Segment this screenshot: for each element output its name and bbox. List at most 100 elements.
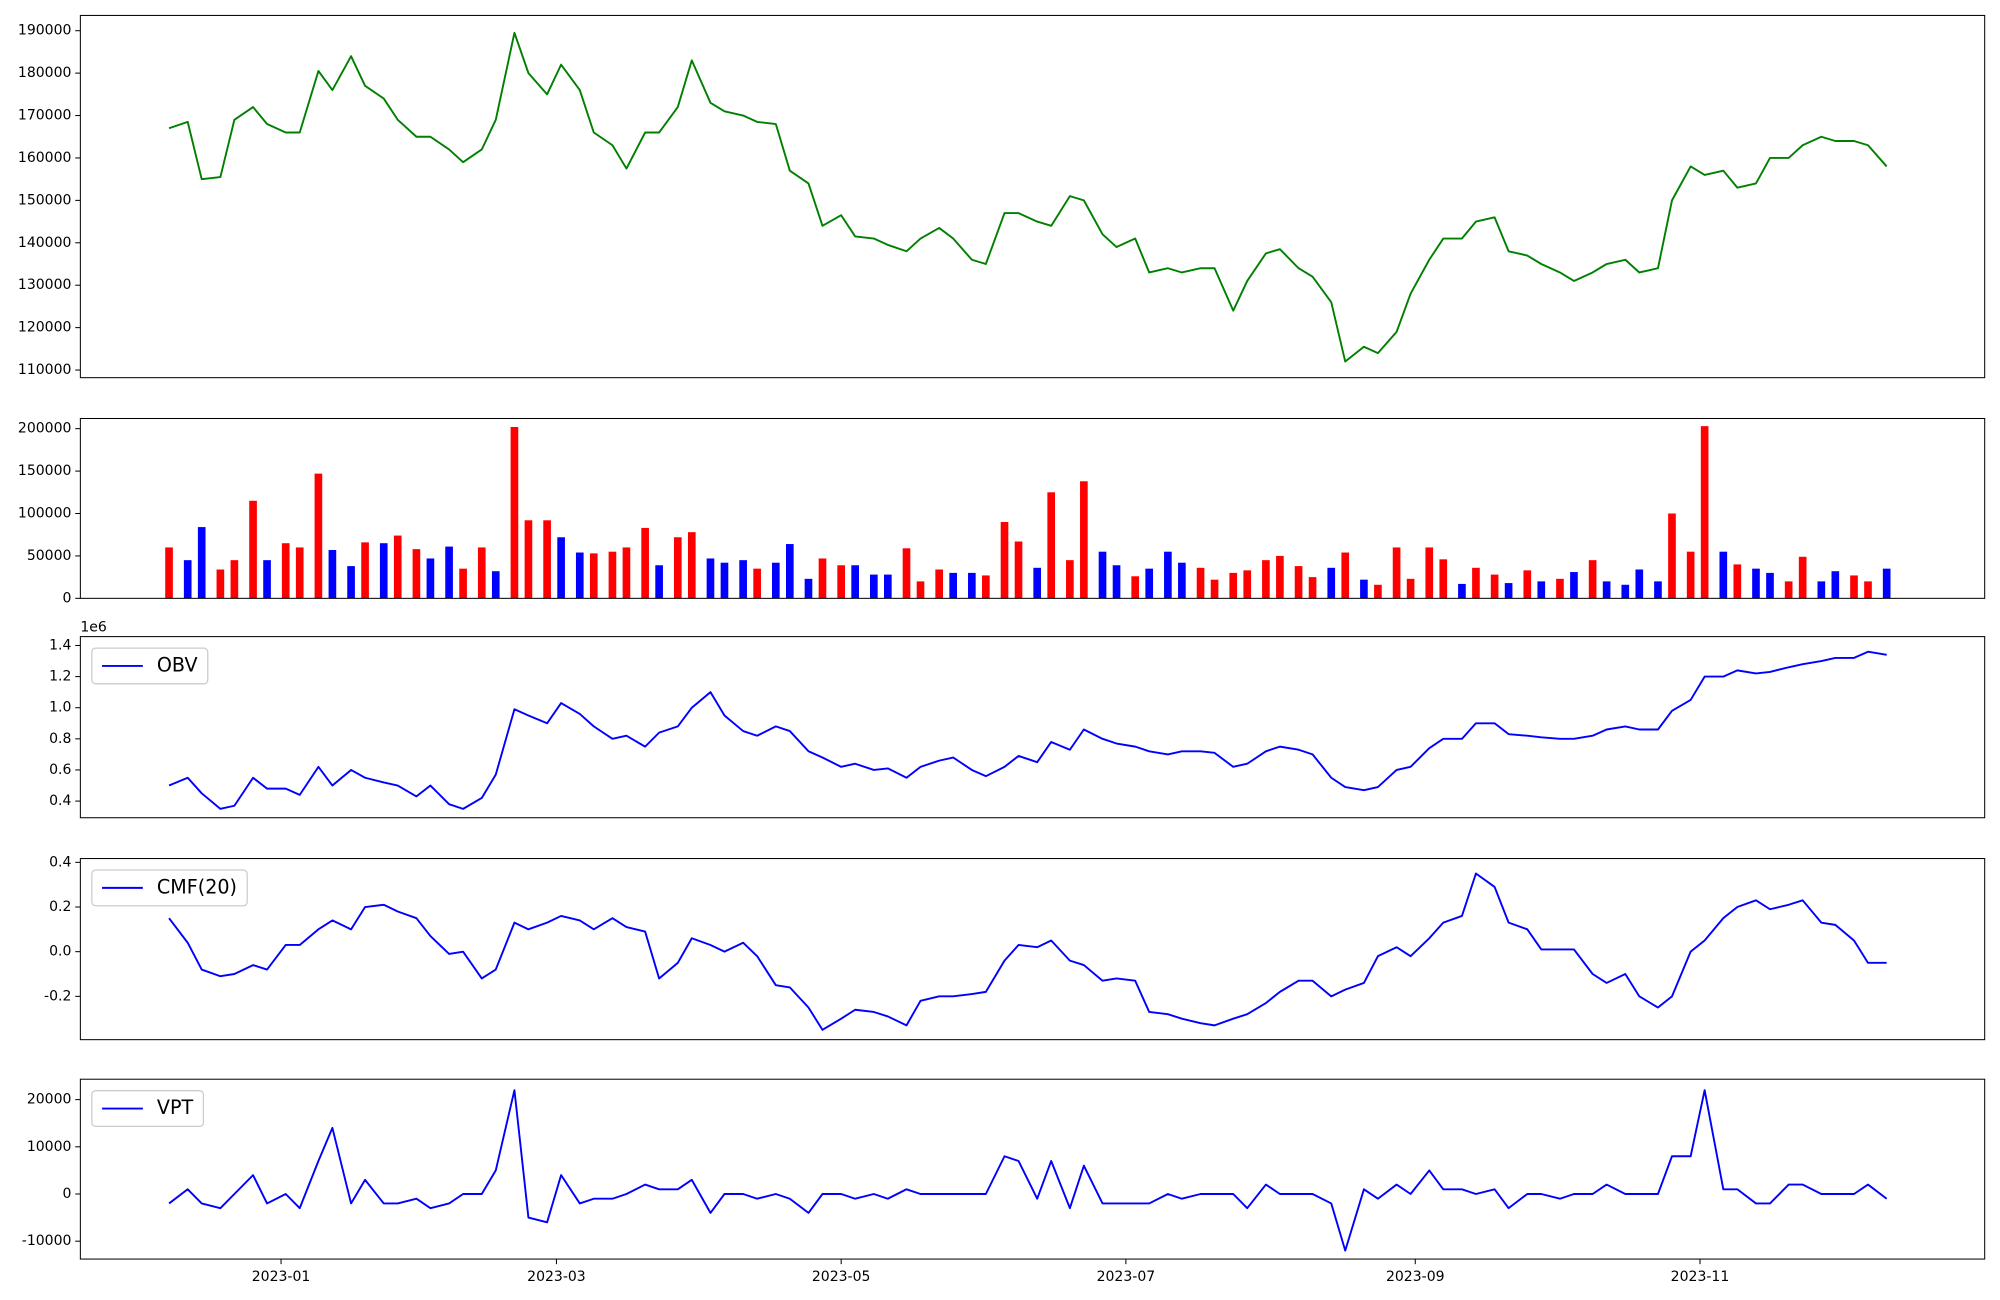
volume-bar [837, 565, 845, 599]
x-tick-label: 2023-03 [527, 1269, 586, 1285]
volume-bar [818, 558, 827, 599]
y-tick-label: 0.0 [49, 944, 71, 960]
y-tick-label: 10000 [27, 1139, 72, 1155]
legend-label: OBV [157, 653, 198, 676]
volume-bar [575, 552, 584, 599]
volume-bar [1425, 547, 1434, 599]
volume-bar [263, 560, 271, 599]
volume-bar [1000, 521, 1009, 599]
y-tick-label: 100000 [18, 506, 72, 522]
volume-bar [524, 520, 533, 599]
volume-bar [379, 543, 388, 599]
y-tick-label: 1.4 [49, 637, 71, 653]
volume-bar [1262, 560, 1270, 599]
volume-bar [739, 560, 747, 599]
volume-bar [216, 569, 225, 599]
volume-bar [804, 578, 813, 599]
axes-frame [79, 417, 1986, 599]
volume-bar [1360, 579, 1368, 599]
volume-bar [870, 574, 878, 599]
volume-bar [1668, 513, 1676, 599]
volume-bar [1327, 567, 1336, 599]
series-line [168, 650, 1887, 810]
volume-bar [412, 549, 421, 599]
volume-bar [1784, 581, 1793, 599]
volume-bar [249, 500, 257, 599]
volume-bar [1033, 567, 1042, 599]
volume-bar [851, 565, 859, 599]
volume-bar [165, 547, 173, 599]
volume-bar [673, 537, 682, 599]
legend-box [91, 1090, 205, 1128]
volume-bar [982, 575, 990, 599]
volume-bar [197, 527, 206, 599]
volume-bar [1621, 584, 1630, 599]
legend: OBV [91, 647, 209, 685]
volume-bar [1164, 551, 1172, 599]
y-tick-label: 190000 [18, 23, 72, 39]
y-tick-label: 0 [63, 590, 72, 606]
x-tick-label: 2023-07 [1097, 1269, 1156, 1285]
panel: 0 50000 100000 150000 200000 [18, 417, 1986, 606]
y-tick-label: 0.6 [49, 762, 71, 778]
volume-bar [314, 473, 323, 599]
volume-bar [347, 566, 355, 599]
volume-bar [1831, 571, 1840, 599]
volume-bar [1294, 566, 1303, 599]
volume-bar [1700, 426, 1709, 599]
volume-bar [1458, 583, 1466, 599]
axes-frame [79, 1078, 1986, 1260]
volume-bar [1817, 581, 1826, 599]
axis-offset-text: 1e6 [80, 620, 107, 636]
volume-bar [1686, 551, 1695, 599]
y-tick-label: 130000 [18, 277, 72, 293]
x-tick-label: 2023-01 [252, 1269, 311, 1285]
y-tick-label: -0.2 [44, 988, 71, 1004]
y-tick-label: 0.8 [49, 731, 71, 747]
y-tick-label: 160000 [18, 150, 72, 166]
y-tick-label: 200000 [18, 421, 72, 437]
volume-bar [1014, 541, 1023, 599]
volume-bar [426, 558, 435, 599]
volume-bar [1243, 570, 1252, 599]
volume-bar [1392, 547, 1401, 599]
volume-bar [1308, 577, 1317, 599]
volume-bar [1112, 565, 1121, 599]
panel: 0.4 0.6 0.8 1.0 1.2 1.4 1e6 OBV [49, 620, 1986, 819]
axes-background [80, 858, 1985, 1040]
volume-bar [884, 574, 892, 599]
volume-bar [477, 547, 486, 599]
volume-bar [641, 527, 649, 599]
volume-bar [1850, 575, 1858, 599]
axes-background [80, 1079, 1985, 1260]
x-tick-label: 2023-05 [812, 1269, 871, 1285]
panel: -10000 0 10000 20000 VPT [22, 1078, 1986, 1260]
x-tick-label: 2023-09 [1386, 1269, 1445, 1285]
volume-bar [1229, 572, 1238, 599]
axes-background [80, 15, 1985, 378]
volume-bar [1374, 584, 1382, 599]
y-tick-label: 150000 [18, 192, 72, 208]
y-tick-label: 120000 [18, 320, 72, 336]
legend: VPT [91, 1090, 205, 1128]
axes-frame [79, 858, 1986, 1041]
volume-bar [1570, 572, 1578, 599]
volume-bar [949, 572, 958, 599]
volume-bar [1472, 567, 1480, 599]
volume-bar [1098, 551, 1107, 599]
axes-frame [79, 14, 1986, 379]
volume-bar [655, 565, 663, 599]
y-tick-label: 170000 [18, 108, 72, 124]
volume-bar [935, 569, 944, 599]
legend-label: CMF(20) [157, 875, 237, 898]
volume-bar [445, 546, 453, 599]
panel: -0.2 0.0 0.2 0.4 CMF(20) [44, 854, 1986, 1041]
axes-background [80, 636, 1985, 818]
volume-bar [916, 581, 925, 599]
volume-bar [902, 548, 911, 599]
volume-bar [1556, 578, 1564, 599]
volume-bar [1276, 555, 1284, 599]
volume-bar [183, 560, 192, 599]
volume-bar [771, 562, 780, 599]
